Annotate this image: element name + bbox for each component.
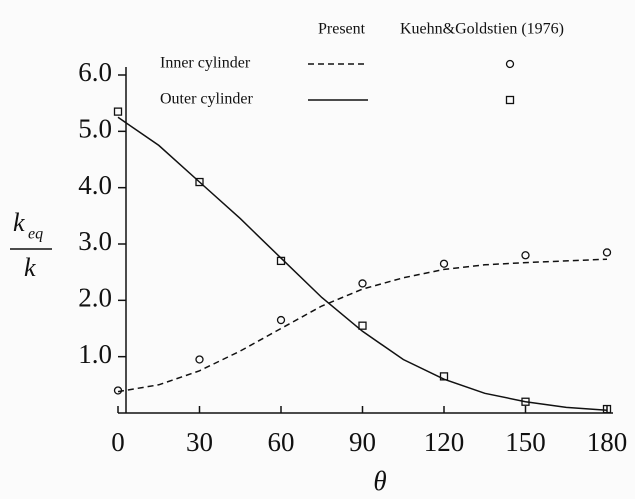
- line: [117, 116, 608, 411]
- marker: [276, 315, 286, 325]
- y-label-denominator: k: [24, 253, 36, 282]
- y-tick-label: 3.0: [78, 226, 112, 256]
- legend-row-label: Outer cylinder: [160, 91, 254, 108]
- x-tick-label: 30: [186, 427, 213, 457]
- x-tick-label: 60: [268, 427, 295, 457]
- x-tick-label: 120: [424, 427, 465, 457]
- y-tick-label: 5.0: [78, 114, 112, 144]
- marker: [439, 372, 449, 381]
- x-axis-label: θ: [373, 466, 386, 496]
- y-tick-label: 1.0: [78, 339, 112, 369]
- marker: [113, 107, 123, 116]
- y-axis-label: k eq k: [10, 208, 52, 282]
- y-label-numerator: k: [13, 208, 25, 237]
- marker: [358, 321, 367, 330]
- marker: [276, 256, 286, 266]
- marker: [195, 177, 204, 187]
- y-tick-label: 6.0: [78, 57, 112, 87]
- x-tick-label: 180: [587, 427, 628, 457]
- marker: [521, 251, 530, 260]
- y-tick-label: 4.0: [78, 170, 112, 200]
- x-tick-label: 90: [349, 427, 376, 457]
- marker: [358, 279, 367, 288]
- y-label-subscript: eq: [28, 226, 43, 243]
- legend-column-header: Present: [318, 21, 366, 38]
- legend-row-label: Inner cylinder: [160, 55, 251, 72]
- legend-sample: [505, 59, 515, 69]
- marker: [195, 355, 204, 364]
- legend-column-header: Kuehn&Goldstien (1976): [400, 21, 564, 38]
- legend-sample: [505, 95, 515, 105]
- x-tick-label: 150: [505, 427, 546, 457]
- x-tick-label: 0: [111, 427, 125, 457]
- marker: [113, 386, 123, 395]
- y-tick-label: 2.0: [78, 283, 112, 313]
- line: [117, 258, 608, 393]
- marker: [602, 404, 612, 414]
- marker: [521, 397, 530, 406]
- marker: [439, 259, 449, 268]
- marker: [602, 248, 612, 257]
